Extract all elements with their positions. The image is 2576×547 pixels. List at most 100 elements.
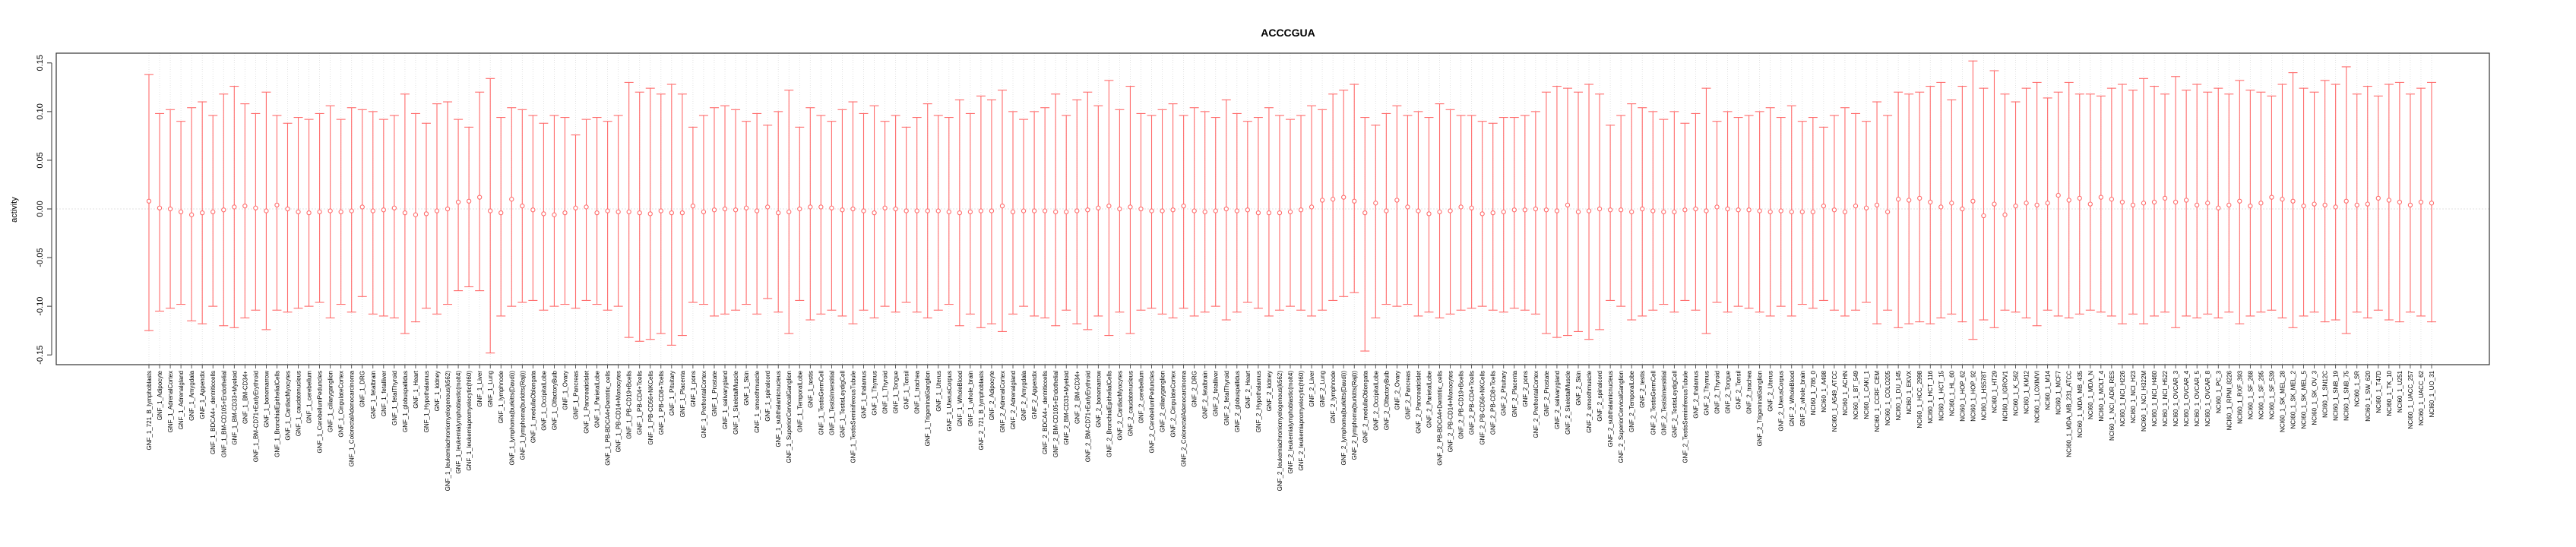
x-tick-label: NCI60_1_RXF_393 (2236, 370, 2243, 423)
x-tick-label: NCI60_1_NCI_H322M (2141, 371, 2147, 432)
data-point (829, 205, 834, 210)
x-tick-label: GNF_1_CardiacMyocytes (284, 371, 291, 441)
data-point (210, 209, 216, 214)
x-tick-label: NCI60_1_UACC_62 (2418, 370, 2425, 425)
data-point (754, 208, 760, 213)
x-tick-label: GNF_1_kidney (434, 371, 441, 411)
x-tick-label: NCI60_1_U251 (2397, 370, 2404, 413)
data-point (2098, 194, 2103, 200)
data-point (1970, 198, 1976, 204)
data-point (167, 206, 173, 212)
data-point (2312, 201, 2317, 207)
x-tick-label: GNF_2_OccipitalLobe (1372, 370, 1379, 430)
x-tick-label: GNF_2_UterusCorpus (1778, 371, 1785, 432)
y-axis: -0.15 -0.10 -0.05 0.00 0.05 0.10 0.15 (36, 55, 52, 365)
data-point (882, 205, 888, 210)
data-point (1863, 205, 1869, 210)
y-tick-label: -0.05 (36, 248, 45, 267)
x-tick-label: GNF_2_OlfactoryBulb (1383, 370, 1390, 430)
x-tick-label: GNF_2_Pancreas (1404, 371, 1411, 419)
x-tick-label: NCI60_1_SK_MEL_5 (2301, 370, 2308, 428)
x-tick-label: GNF_2_721_B_lymphoblasts (978, 371, 985, 451)
data-point (935, 208, 941, 213)
data-point (1511, 207, 1517, 213)
x-tick-label: GNF_2_fetalliver (1213, 371, 1220, 416)
data-point (1181, 204, 1186, 209)
data-point (1597, 206, 1603, 212)
x-tick-label: GNF_1_TemporalLobe (796, 370, 803, 432)
data-point (274, 202, 280, 208)
x-tick-label: GNF_1_PB-CD4+Tcells (637, 371, 644, 435)
data-point (1053, 209, 1059, 214)
x-tick-label: GNF_1_BM-CD105+Endothelial (220, 371, 227, 457)
x-tick-label: GNF_2_TestisLeydigCell (1671, 371, 1678, 438)
x-tick-label: GNF_2_bonemarrow (1095, 371, 1102, 428)
data-point (733, 207, 739, 213)
data-point (1469, 205, 1474, 210)
data-point (1287, 209, 1293, 214)
data-point (2130, 202, 2136, 208)
x-tick-label: GNF_1_Skin (743, 371, 750, 406)
data-point (1725, 206, 1730, 212)
x-tick-label: GNF_1_PB-CD19+Bcells (626, 371, 633, 439)
data-point (914, 208, 919, 213)
x-tick-label: GNF_1_PrefrontalCortex (701, 371, 707, 438)
data-point (967, 209, 973, 214)
data-point (743, 205, 749, 210)
x-tick-label: GNF_2_PB-CD56+NKCells (1479, 371, 1486, 445)
x-tick-label: GNF_2_leukemiachronicmyelogenous(k562) (1277, 371, 1283, 492)
data-point (1885, 209, 1891, 214)
data-point (520, 204, 525, 209)
data-point (1309, 204, 1315, 210)
x-tick-label: GNF_2_Pituitary (1501, 371, 1508, 416)
x-tick-label: GNF_2_cerebellum (1138, 371, 1144, 424)
data-point (285, 206, 290, 212)
data-point (530, 207, 536, 213)
x-tick-label: NCI60_1_SN12C (2322, 371, 2329, 418)
data-point (317, 209, 322, 214)
x-tick-label: GNF_1_caudatenucleus (296, 371, 302, 436)
data-point (1928, 199, 1933, 205)
x-tick-label: NCI60_1_OVCAR_8 (2204, 370, 2211, 426)
data-point (2226, 202, 2232, 208)
x-tick-label: NCI60_1_SF_539 (2268, 370, 2275, 419)
x-tick-label: GNF_2_PancreaticIslet (1415, 370, 1422, 433)
data-point (1298, 207, 1304, 213)
data-point (1085, 207, 1090, 213)
x-tick-label: GNF_1_Tongue (893, 370, 900, 413)
x-tick-label: GNF_2_BM-CD34+ (1074, 371, 1081, 424)
data-point (1064, 209, 1069, 214)
x-tick-label: GNF_1_trachea (914, 370, 921, 413)
data-point (2375, 195, 2381, 201)
x-tick-label: GNF_2_BronchialEpithelialCells (1106, 371, 1112, 457)
data-point (1384, 208, 1389, 213)
x-tick-label: GNF_1_fetalThyroid (391, 371, 398, 425)
data-point (647, 211, 653, 217)
x-tick-label: GNF_2_PB-BDCA4+Dentritic_cells (1437, 371, 1444, 466)
x-tick-label: GNF_1_Prostate (711, 370, 718, 416)
data-point (1682, 207, 1688, 213)
x-tick-label: NCI60_1_MCF7 (2055, 370, 2062, 414)
data-point (594, 210, 600, 216)
y-tick-label: 0.00 (36, 201, 45, 217)
data-point (2087, 201, 2093, 207)
x-tick-label: GNF_2_fetalbrain (1202, 371, 1209, 419)
x-tick-label: GNF_1_subthalamicnucleus (775, 371, 782, 447)
data-point (2119, 199, 2125, 205)
x-tick-label: GNF_1_UterusCorpus (946, 371, 953, 432)
data-point (306, 210, 312, 216)
data-point (1619, 207, 1624, 213)
x-tick-label: GNF_1_BDCA4+_dentriticcells (210, 371, 217, 454)
x-tick-label: GNF_2_Heart (1245, 370, 1252, 409)
x-tick-label: NCI60_1_MDA_MB_231_ATCC (2066, 371, 2073, 457)
x-axis: GNF_1_721_B_lymphoblasts GNF_1_Adipocyte G… (146, 365, 2435, 491)
x-tick-label: GNF_2_AdrenalCortex (999, 371, 1006, 432)
x-tick-label: GNF_1_salivarygland (722, 371, 729, 429)
data-point (2290, 198, 2296, 204)
data-point (711, 207, 717, 213)
data-point (861, 208, 866, 213)
x-tick-label: GNF_1_pons (690, 371, 697, 407)
x-tick-label: GNF_2_Liver (1309, 371, 1315, 407)
x-tick-label: GNF_1_fetalliver (381, 371, 388, 416)
